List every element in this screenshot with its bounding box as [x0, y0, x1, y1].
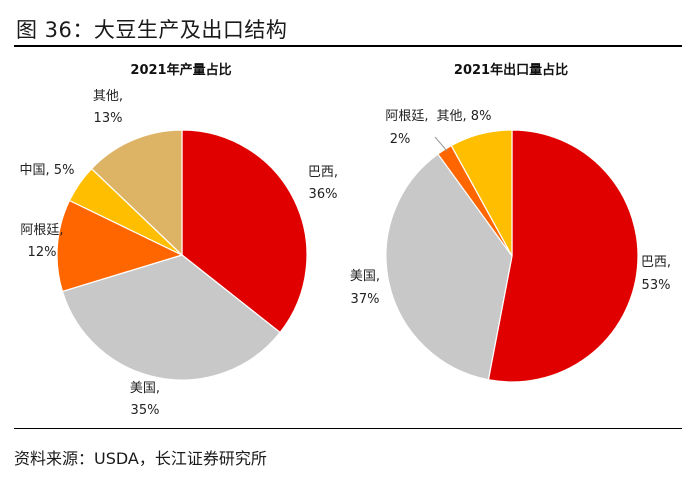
title-rule — [14, 45, 682, 47]
export-slice-usa — [385, 153, 513, 381]
production-pie — [56, 129, 308, 381]
production-pie-chart: 2021年产量占比 巴西, 36% 美国, 35% 阿根廷, 12% 中国, 5… — [20, 62, 339, 418]
production-label-argentina-value: 12% — [28, 245, 57, 260]
export-slice-other — [450, 129, 513, 257]
production-label-other-value: 13% — [94, 111, 123, 126]
export-label-usa-value: 37% — [351, 292, 380, 307]
production-label-china: 中国, 5% — [20, 163, 75, 178]
production-label-usa-value: 35% — [131, 403, 160, 418]
export-chart-title: 2021年出口量占比 — [454, 62, 568, 78]
export-label-brazil-name: 巴西, — [641, 255, 671, 270]
figure-title: 图 36：大豆生产及出口结构 — [16, 18, 288, 42]
production-slice-argentina — [56, 199, 184, 293]
export-argentina-leader-line — [434, 136, 448, 152]
production-slice-usa — [61, 254, 281, 381]
production-label-other-name: 其他, — [93, 89, 123, 104]
export-pie — [385, 129, 639, 383]
export-slice-brazil — [487, 129, 639, 383]
production-label-usa-name: 美国, — [130, 381, 160, 396]
production-label-brazil-name: 巴西, — [308, 165, 338, 180]
production-slice-other — [90, 129, 183, 257]
export-label-argentina-value: 2% — [390, 132, 411, 147]
source-note: 资料来源：USDA，长江证券研究所 — [14, 449, 267, 468]
production-chart-title: 2021年产量占比 — [130, 62, 231, 78]
production-label-brazil-value: 36% — [309, 187, 338, 202]
source-rule — [14, 428, 682, 429]
production-label-argentina-name: 阿根廷, — [20, 223, 63, 238]
production-slice-brazil — [181, 129, 308, 334]
export-pie-chart: 2021年出口量占比 巴西, 53% 美国, 37% 阿根廷, 2% 其他, 8… — [350, 62, 671, 383]
export-label-brazil-value: 53% — [642, 278, 671, 293]
export-label-usa-name: 美国, — [350, 269, 380, 284]
export-label-argentina-name: 阿根廷, — [385, 109, 428, 124]
export-label-other: 其他, 8% — [437, 109, 492, 124]
